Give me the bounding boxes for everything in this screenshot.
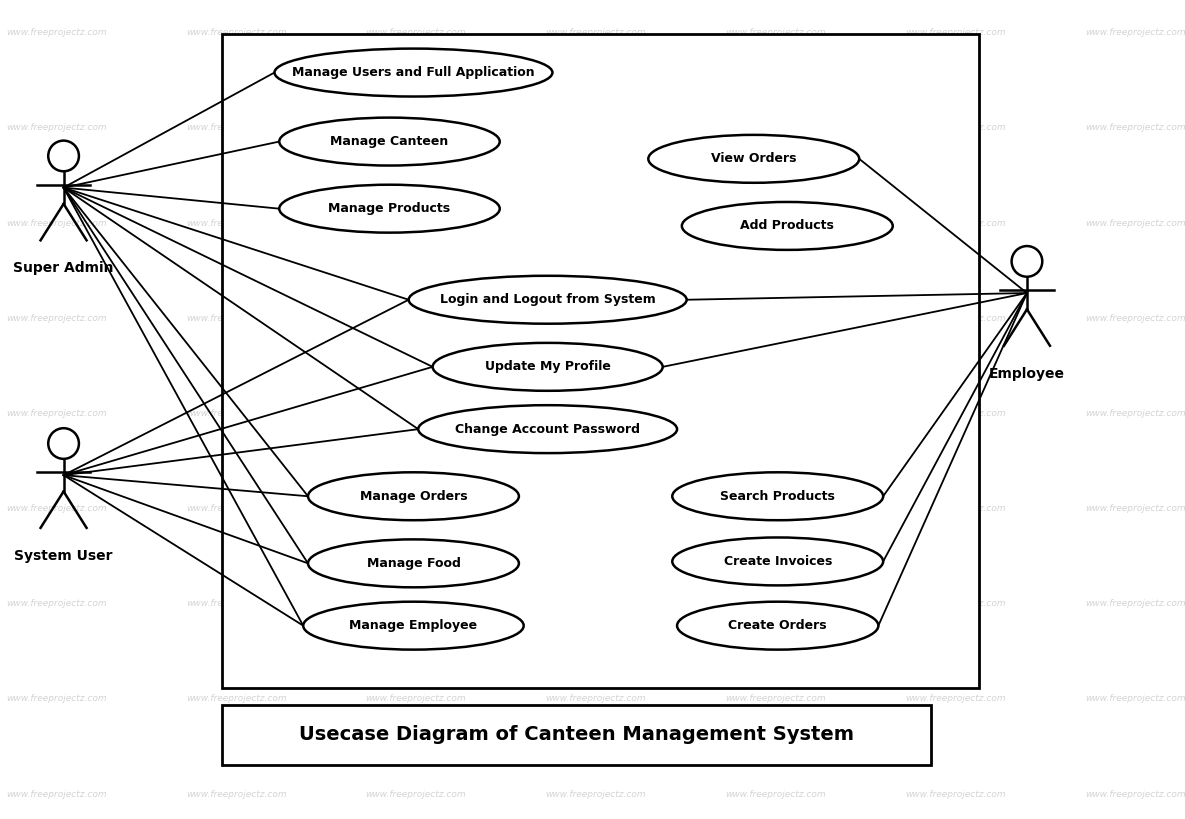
Text: Create Invoices: Create Invoices (724, 555, 832, 568)
Text: www.freeprojectz.com: www.freeprojectz.com (366, 314, 467, 323)
Text: www.freeprojectz.com: www.freeprojectz.com (366, 409, 467, 418)
Text: www.freeprojectz.com: www.freeprojectz.com (366, 695, 467, 704)
Text: www.freeprojectz.com: www.freeprojectz.com (905, 409, 1006, 418)
Ellipse shape (418, 405, 677, 453)
Text: www.freeprojectz.com: www.freeprojectz.com (545, 219, 646, 228)
Text: www.freeprojectz.com: www.freeprojectz.com (725, 695, 826, 704)
Ellipse shape (308, 473, 519, 520)
Ellipse shape (280, 118, 500, 165)
Text: Update My Profile: Update My Profile (485, 360, 610, 373)
Text: www.freeprojectz.com: www.freeprojectz.com (6, 505, 107, 514)
Ellipse shape (681, 202, 892, 250)
Text: www.freeprojectz.com: www.freeprojectz.com (6, 219, 107, 228)
Text: www.freeprojectz.com: www.freeprojectz.com (366, 790, 467, 799)
Ellipse shape (648, 135, 859, 183)
Text: www.freeprojectz.com: www.freeprojectz.com (725, 219, 826, 228)
Text: Manage Orders: Manage Orders (359, 490, 467, 503)
Text: Manage Canteen: Manage Canteen (331, 135, 449, 148)
Text: www.freeprojectz.com: www.freeprojectz.com (186, 409, 287, 418)
Text: www.freeprojectz.com: www.freeprojectz.com (1085, 409, 1185, 418)
Text: www.freeprojectz.com: www.freeprojectz.com (366, 600, 467, 609)
Text: System User: System User (14, 549, 113, 563)
Ellipse shape (280, 185, 500, 233)
Text: www.freeprojectz.com: www.freeprojectz.com (186, 505, 287, 514)
Text: Manage Products: Manage Products (328, 202, 450, 215)
Text: www.freeprojectz.com: www.freeprojectz.com (545, 695, 646, 704)
Text: www.freeprojectz.com: www.freeprojectz.com (1085, 790, 1185, 799)
Text: Add Products: Add Products (741, 219, 834, 233)
Text: www.freeprojectz.com: www.freeprojectz.com (6, 28, 107, 37)
Text: www.freeprojectz.com: www.freeprojectz.com (366, 28, 467, 37)
Text: Manage Employee: Manage Employee (350, 619, 478, 632)
Text: www.freeprojectz.com: www.freeprojectz.com (1085, 314, 1185, 323)
Text: Manage Users and Full Application: Manage Users and Full Application (293, 66, 534, 79)
Text: Super Admin: Super Admin (13, 261, 114, 275)
Text: www.freeprojectz.com: www.freeprojectz.com (905, 505, 1006, 514)
Text: www.freeprojectz.com: www.freeprojectz.com (545, 314, 646, 323)
Text: www.freeprojectz.com: www.freeprojectz.com (725, 409, 826, 418)
Text: www.freeprojectz.com: www.freeprojectz.com (725, 124, 826, 133)
Text: www.freeprojectz.com: www.freeprojectz.com (1085, 219, 1185, 228)
Text: www.freeprojectz.com: www.freeprojectz.com (186, 314, 287, 323)
Ellipse shape (433, 343, 662, 391)
Text: www.freeprojectz.com: www.freeprojectz.com (545, 124, 646, 133)
Text: www.freeprojectz.com: www.freeprojectz.com (545, 505, 646, 514)
Text: www.freeprojectz.com: www.freeprojectz.com (905, 314, 1006, 323)
Bar (222, 705, 931, 765)
Text: www.freeprojectz.com: www.freeprojectz.com (1085, 600, 1185, 609)
Ellipse shape (275, 48, 552, 97)
Text: www.freeprojectz.com: www.freeprojectz.com (545, 28, 646, 37)
Text: www.freeprojectz.com: www.freeprojectz.com (186, 790, 287, 799)
Text: www.freeprojectz.com: www.freeprojectz.com (905, 28, 1006, 37)
Text: www.freeprojectz.com: www.freeprojectz.com (1085, 505, 1185, 514)
Text: Change Account Password: Change Account Password (455, 423, 640, 436)
Ellipse shape (409, 276, 686, 324)
Text: www.freeprojectz.com: www.freeprojectz.com (186, 28, 287, 37)
Text: www.freeprojectz.com: www.freeprojectz.com (905, 790, 1006, 799)
Text: www.freeprojectz.com: www.freeprojectz.com (725, 600, 826, 609)
Text: www.freeprojectz.com: www.freeprojectz.com (905, 219, 1006, 228)
Ellipse shape (672, 473, 883, 520)
Text: www.freeprojectz.com: www.freeprojectz.com (6, 695, 107, 704)
Text: www.freeprojectz.com: www.freeprojectz.com (366, 505, 467, 514)
Text: www.freeprojectz.com: www.freeprojectz.com (725, 28, 826, 37)
Text: www.freeprojectz.com: www.freeprojectz.com (186, 695, 287, 704)
Text: www.freeprojectz.com: www.freeprojectz.com (6, 790, 107, 799)
Text: www.freeprojectz.com: www.freeprojectz.com (1085, 124, 1185, 133)
Text: www.freeprojectz.com: www.freeprojectz.com (186, 600, 287, 609)
Ellipse shape (303, 602, 524, 649)
Text: Employee: Employee (989, 367, 1065, 381)
Text: www.freeprojectz.com: www.freeprojectz.com (366, 124, 467, 133)
Ellipse shape (677, 602, 878, 649)
Text: Search Products: Search Products (720, 490, 835, 503)
Text: www.freeprojectz.com: www.freeprojectz.com (366, 219, 467, 228)
Text: www.freeprojectz.com: www.freeprojectz.com (905, 124, 1006, 133)
Text: View Orders: View Orders (711, 152, 796, 165)
Text: www.freeprojectz.com: www.freeprojectz.com (186, 219, 287, 228)
Text: www.freeprojectz.com: www.freeprojectz.com (186, 124, 287, 133)
Text: Login and Logout from System: Login and Logout from System (440, 293, 655, 306)
Text: www.freeprojectz.com: www.freeprojectz.com (1085, 695, 1185, 704)
Text: www.freeprojectz.com: www.freeprojectz.com (1085, 28, 1185, 37)
Bar (222, 34, 979, 688)
Text: www.freeprojectz.com: www.freeprojectz.com (545, 409, 646, 418)
Text: www.freeprojectz.com: www.freeprojectz.com (905, 600, 1006, 609)
Text: www.freeprojectz.com: www.freeprojectz.com (545, 790, 646, 799)
Text: www.freeprojectz.com: www.freeprojectz.com (6, 314, 107, 323)
Text: Manage Food: Manage Food (366, 557, 461, 570)
Ellipse shape (672, 537, 883, 586)
Text: www.freeprojectz.com: www.freeprojectz.com (905, 695, 1006, 704)
Ellipse shape (308, 540, 519, 587)
Text: www.freeprojectz.com: www.freeprojectz.com (725, 314, 826, 323)
Text: www.freeprojectz.com: www.freeprojectz.com (6, 124, 107, 133)
Text: Create Orders: Create Orders (729, 619, 827, 632)
Text: www.freeprojectz.com: www.freeprojectz.com (725, 505, 826, 514)
Text: www.freeprojectz.com: www.freeprojectz.com (545, 600, 646, 609)
Text: www.freeprojectz.com: www.freeprojectz.com (6, 409, 107, 418)
Text: Usecase Diagram of Canteen Management System: Usecase Diagram of Canteen Management Sy… (299, 726, 854, 744)
Text: www.freeprojectz.com: www.freeprojectz.com (725, 790, 826, 799)
Text: www.freeprojectz.com: www.freeprojectz.com (6, 600, 107, 609)
